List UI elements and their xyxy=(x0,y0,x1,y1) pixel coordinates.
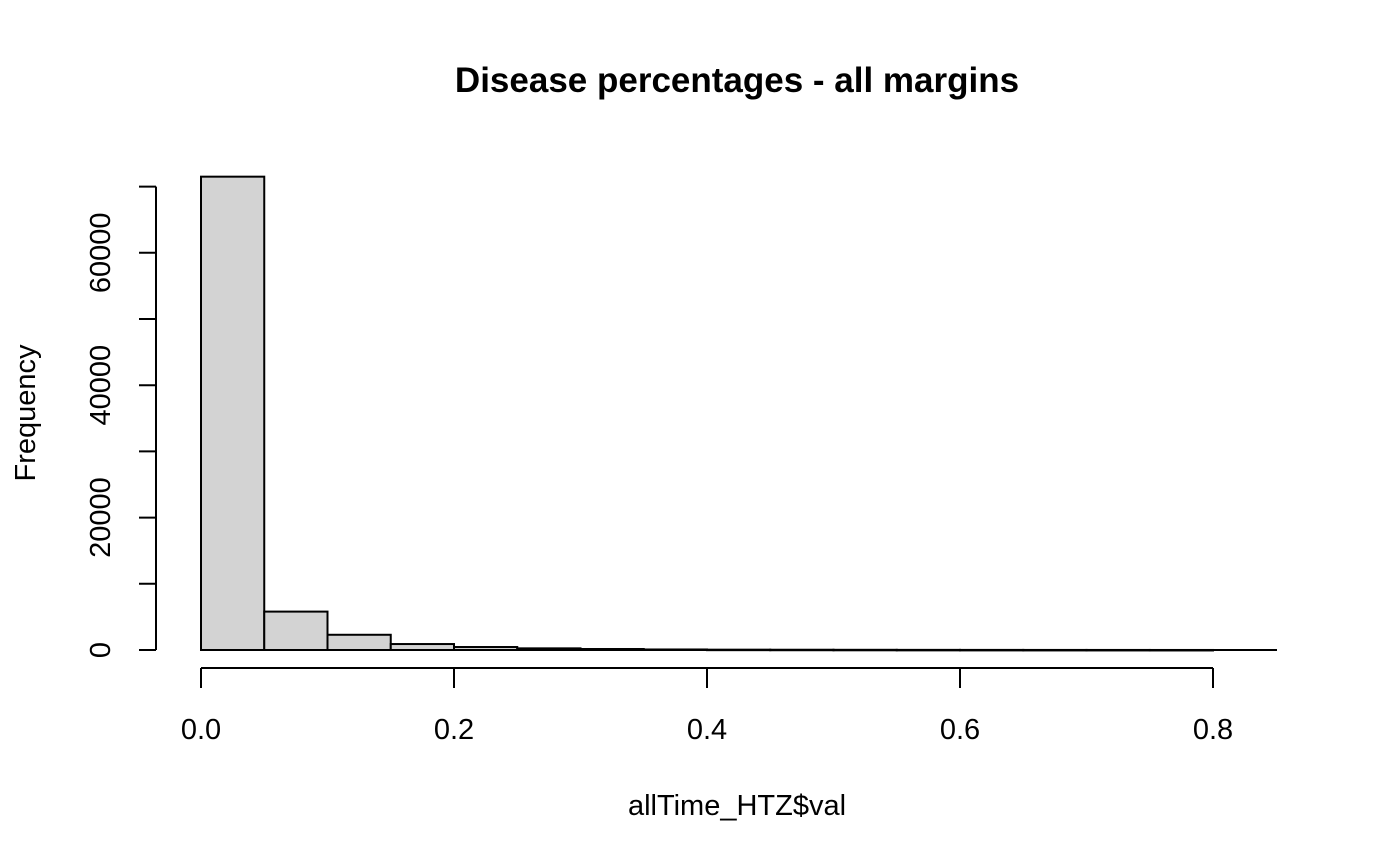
x-tick-label: 0.0 xyxy=(181,714,221,746)
x-tick-label: 0.4 xyxy=(687,714,727,746)
y-tick-label: 0 xyxy=(85,642,117,658)
y-axis: 0 20000 40000 60000 xyxy=(85,185,157,658)
x-axis: 0.0 0.2 0.4 0.6 0.8 xyxy=(181,667,1233,746)
x-tick-label: 0.2 xyxy=(434,714,474,746)
x-axis-label: allTime_HTZ$val xyxy=(628,790,846,822)
x-tick-label: 0.6 xyxy=(940,714,980,746)
histogram-bar xyxy=(200,175,266,651)
histogram-bar xyxy=(263,610,329,652)
y-axis-label: Frequency xyxy=(10,344,42,482)
chart-title: Disease percentages - all margins xyxy=(455,61,1019,100)
y-tick-label: 20000 xyxy=(85,477,117,558)
histogram-bar xyxy=(326,633,392,651)
y-tick-label: 60000 xyxy=(85,212,117,293)
bars-group xyxy=(200,175,1277,652)
x-tick-label: 0.8 xyxy=(1193,714,1233,746)
y-tick-label: 40000 xyxy=(85,345,117,426)
